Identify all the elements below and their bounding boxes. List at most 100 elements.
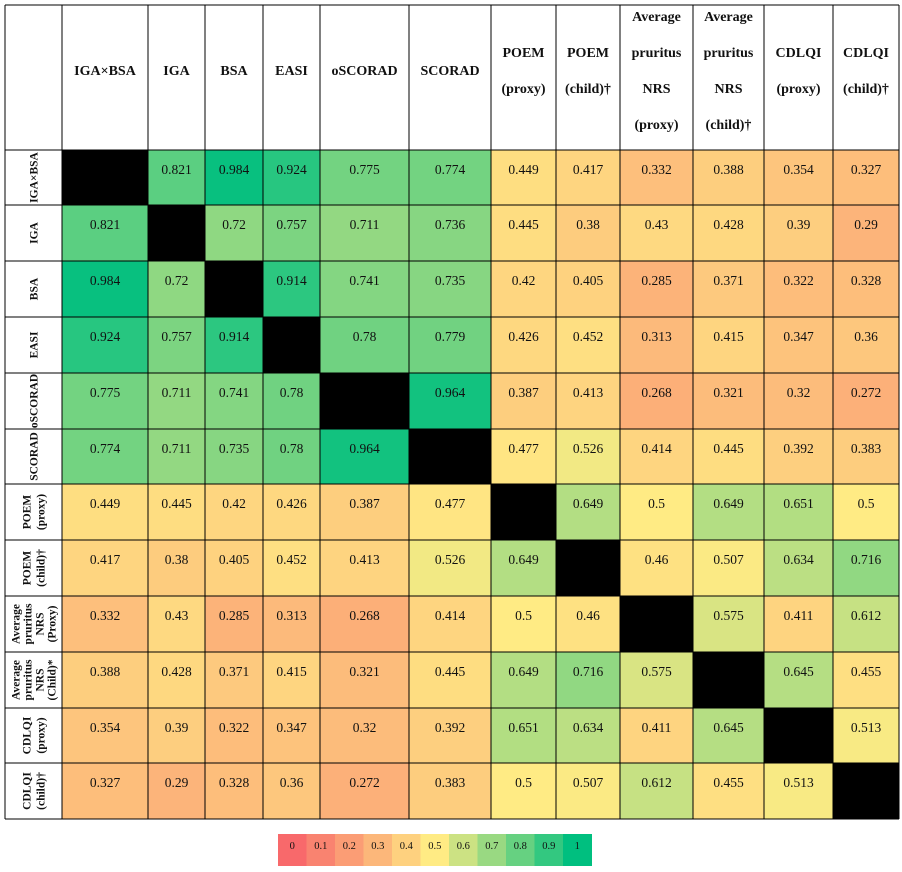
heatmap-diagonal-cell xyxy=(491,484,556,540)
legend-tick-label: 0.6 xyxy=(457,841,470,852)
heatmap-cell-label: 0.741 xyxy=(349,273,379,288)
heatmap-cell-label: 0.455 xyxy=(713,775,744,790)
heatmap-cell-label: 0.711 xyxy=(162,441,192,456)
heatmap-cell xyxy=(320,596,409,652)
heatmap-cell-label: 0.649 xyxy=(573,496,604,511)
heatmap-cell-label: 0.411 xyxy=(784,608,814,623)
heatmap-cell xyxy=(833,317,899,373)
heatmap-cell-label: 0.371 xyxy=(219,664,249,679)
legend-tick-label: 0.5 xyxy=(428,841,441,852)
row-label: SCORAD xyxy=(29,432,41,481)
heatmap-cell-label: 0.327 xyxy=(851,162,882,177)
heatmap-cell xyxy=(320,708,409,763)
heatmap-cell-label: 0.924 xyxy=(90,329,121,344)
heatmap-cell xyxy=(263,708,320,763)
heatmap-cell xyxy=(148,150,205,205)
heatmap-cell-label: 0.428 xyxy=(713,217,744,232)
column-label: (child)† xyxy=(706,118,752,133)
row-label: POEM (child)† xyxy=(22,549,48,587)
heatmap-cell xyxy=(833,652,899,708)
heatmap-cell-label: 0.321 xyxy=(349,664,379,679)
legend-swatch xyxy=(306,834,336,866)
heatmap-cell-label: 0.268 xyxy=(641,385,672,400)
heatmap-cell xyxy=(556,261,620,317)
heatmap-cell xyxy=(148,429,205,484)
heatmap-cell xyxy=(62,652,148,708)
row-label-line: (proxy) xyxy=(36,717,48,753)
heatmap-cell xyxy=(148,763,205,819)
heatmap-cell-label: 0.757 xyxy=(161,329,192,344)
heatmap-cell-label: 0.735 xyxy=(435,273,466,288)
heatmap-cell xyxy=(764,317,833,373)
heatmap-cell-label: 0.526 xyxy=(435,552,466,567)
column-labels: IGA×BSA IGA BSA EASI oSCORAD SCORAD POEM (proxy… xyxy=(74,10,889,133)
heatmap-cell-label: 0.36 xyxy=(280,775,304,790)
column-label: NRS xyxy=(714,82,742,97)
column-label: IGA xyxy=(163,64,190,79)
heatmap-cell xyxy=(205,150,263,205)
heatmap-cell-label: 0.445 xyxy=(713,441,744,456)
heatmap-cell xyxy=(409,708,491,763)
heatmap-cell xyxy=(693,708,764,763)
heatmap-cell-label: 0.445 xyxy=(508,217,539,232)
heatmap-cell-label: 0.449 xyxy=(90,496,121,511)
heatmap-cell xyxy=(148,484,205,540)
legend-tick-label: 0.1 xyxy=(314,841,327,852)
heatmap-cell xyxy=(62,596,148,652)
row-label: IGA×BSA xyxy=(29,151,41,202)
heatmap-cell-label: 0.321 xyxy=(713,385,743,400)
column-label: Average xyxy=(632,10,681,25)
row-label-line: CDLQI xyxy=(22,772,34,810)
heatmap-cell xyxy=(62,484,148,540)
heatmap-cell-label: 0.72 xyxy=(222,217,246,232)
heatmap-cell xyxy=(620,484,693,540)
heatmap-cell xyxy=(205,708,263,763)
heatmap-cell-label: 0.5 xyxy=(858,496,875,511)
heatmap-cell-label: 0.452 xyxy=(276,552,306,567)
heatmap-cell xyxy=(62,373,148,429)
heatmap-cell xyxy=(263,373,320,429)
heatmap-cell-label: 0.322 xyxy=(219,720,249,735)
heatmap-diagonal-cell xyxy=(833,763,899,819)
heatmap-cell-label: 0.387 xyxy=(508,385,539,400)
heatmap-cell xyxy=(263,652,320,708)
heatmap-cell-label: 0.32 xyxy=(787,385,811,400)
heatmap-cell-label: 0.914 xyxy=(219,329,250,344)
heatmap-cell-label: 0.272 xyxy=(851,385,881,400)
heatmap-cell-label: 0.415 xyxy=(276,664,307,679)
heatmap-cell xyxy=(62,317,148,373)
heatmap-cell xyxy=(62,429,148,484)
legend-swatch xyxy=(363,834,393,866)
row-label-line: pruritus xyxy=(23,603,35,644)
row-label-line: IGA×BSA xyxy=(29,151,41,202)
heatmap-cell xyxy=(693,484,764,540)
heatmap-cell-label: 0.455 xyxy=(851,664,882,679)
heatmap-cell-label: 0.72 xyxy=(165,273,189,288)
legend-tick-label: 0.3 xyxy=(371,841,384,852)
heatmap-cell xyxy=(556,596,620,652)
heatmap-cell-label: 0.5 xyxy=(648,496,665,511)
heatmap-cell xyxy=(833,205,899,261)
heatmap-cell xyxy=(556,763,620,819)
heatmap-cell xyxy=(205,652,263,708)
heatmap-cell-label: 0.914 xyxy=(276,273,307,288)
heatmap-cell xyxy=(62,205,148,261)
legend-swatch xyxy=(335,834,364,866)
heatmap-cell-label: 0.649 xyxy=(713,496,744,511)
heatmap-cell-label: 0.426 xyxy=(508,329,539,344)
heatmap-cell-label: 0.741 xyxy=(219,385,249,400)
heatmap-diagonal-cell xyxy=(320,373,409,429)
color-scale-legend: 0 0.1 0.2 0.3 0.4 0.5 0.6 0.7 0.8 0.9 1 xyxy=(278,834,592,866)
column-label: oSCORAD xyxy=(331,64,397,79)
heatmap-cell xyxy=(620,261,693,317)
heatmap-cell-label: 0.413 xyxy=(349,552,380,567)
heatmap-cell xyxy=(320,484,409,540)
heatmap-cell xyxy=(320,429,409,484)
heatmap-cell-label: 0.42 xyxy=(222,496,246,511)
heatmap-cell-label: 0.5 xyxy=(515,608,532,623)
row-label-line: SCORAD xyxy=(29,432,41,481)
heatmap-cell-label: 0.775 xyxy=(90,385,121,400)
heatmap-cell-label: 0.347 xyxy=(276,720,307,735)
heatmap-gridlines xyxy=(4,4,900,820)
